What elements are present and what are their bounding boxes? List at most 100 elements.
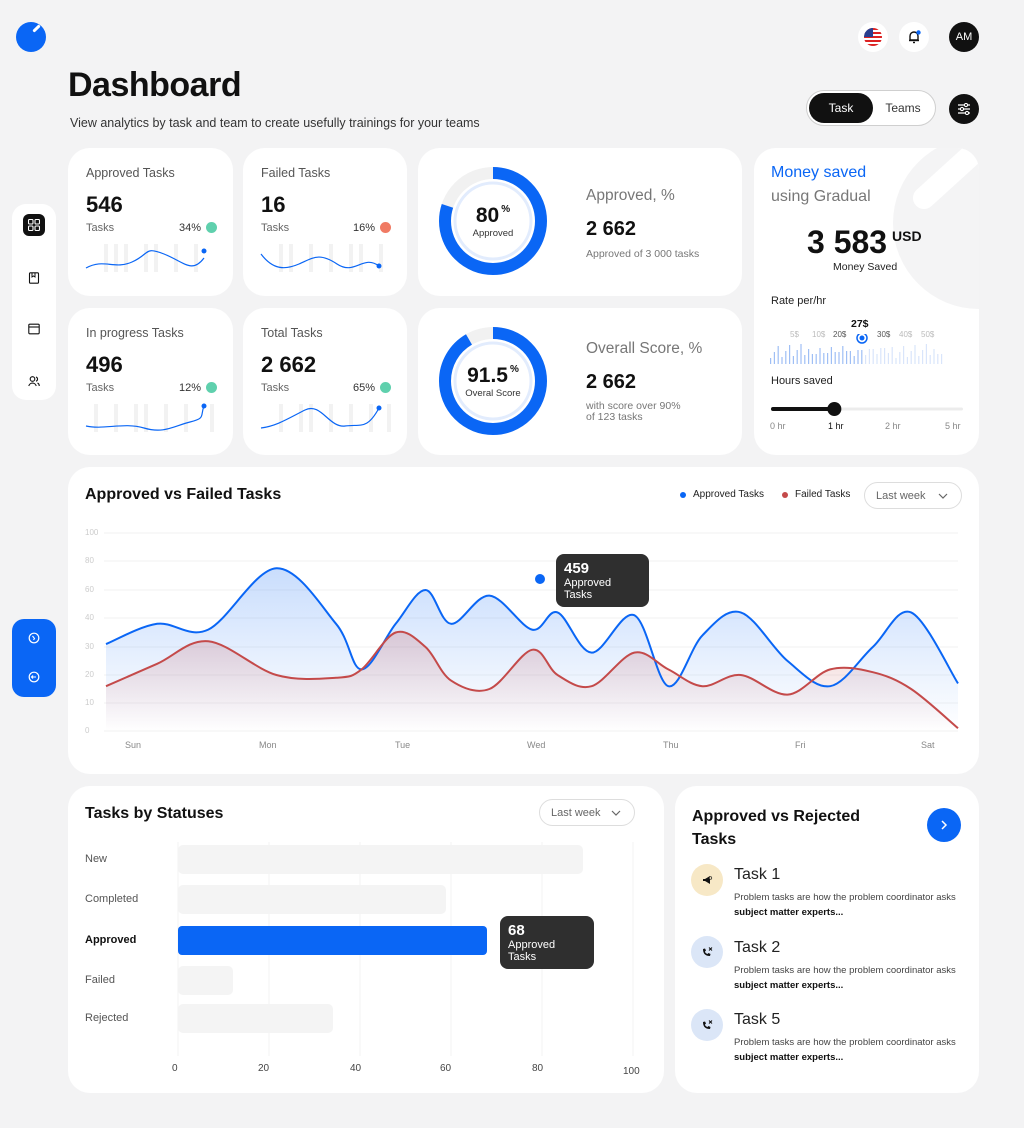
logout-button[interactable] xyxy=(23,666,45,688)
rate-bar xyxy=(770,358,772,364)
rate-bar xyxy=(842,346,844,364)
megaphone-icon xyxy=(691,864,723,896)
period-dropdown[interactable]: Last week xyxy=(539,799,635,826)
legend-approved[interactable]: Approved Tasks xyxy=(680,489,764,500)
grid-icon xyxy=(28,219,40,231)
period-dropdown[interactable]: Last week xyxy=(864,482,962,509)
chevron-down-icon xyxy=(938,493,948,499)
nav-calendar[interactable] xyxy=(23,318,45,340)
bell-icon xyxy=(909,30,921,44)
sparkline-total xyxy=(260,404,391,432)
hour-tick: 2 hr xyxy=(885,421,901,431)
card-big-value: 2 662 xyxy=(586,218,637,240)
stat-percent: 34% xyxy=(178,222,201,234)
tasks-by-statuses-card: Tasks by Statuses Last week New Completed… xyxy=(68,786,664,1093)
money-subtitle: using Gradual xyxy=(771,188,871,205)
language-flag-button[interactable] xyxy=(858,22,888,52)
y-tick: 80 xyxy=(85,556,94,565)
stat-card-approved: Approved Tasks 546 Tasks 34% xyxy=(68,148,233,296)
rate-bar xyxy=(880,348,882,364)
task-name[interactable]: Task 5 xyxy=(734,1011,781,1028)
stat-value: 496 xyxy=(86,352,123,377)
rate-slider[interactable] xyxy=(768,334,948,368)
task-description: Problem tasks are how the problem coordi… xyxy=(734,965,956,991)
view-toggle: Task Teams xyxy=(806,90,936,126)
avatar[interactable]: AM xyxy=(949,22,979,52)
notifications-button[interactable] xyxy=(899,22,929,52)
status-bar-failed[interactable] xyxy=(178,966,233,995)
stat-label: Total Tasks xyxy=(261,326,323,340)
y-tick: 10 xyxy=(85,698,94,707)
money-saved-card: Money saved using Gradual 3 583 USD Mone… xyxy=(754,148,979,455)
tooltip-label: Approved Tasks xyxy=(564,577,612,601)
dropdown-value: Last week xyxy=(551,806,601,819)
rate-bar xyxy=(792,356,794,364)
card-heading: Approved, % xyxy=(586,187,675,204)
hours-slider[interactable] xyxy=(771,402,963,416)
y-tick: 30 xyxy=(85,642,94,651)
tooltip-label: Approved Tasks xyxy=(508,939,556,963)
task-description: Problem tasks are how the problem coordi… xyxy=(734,1037,956,1063)
window-icon xyxy=(28,323,40,335)
stat-card-in-progress: In progress Tasks 496 Tasks 12% xyxy=(68,308,233,455)
rate-bar xyxy=(876,354,878,364)
hour-tick: 1 hr xyxy=(828,421,844,431)
trend-up-icon xyxy=(206,382,217,393)
status-bar-rejected[interactable] xyxy=(178,1004,333,1033)
rate-bar xyxy=(925,344,927,364)
legend-dot xyxy=(782,491,788,498)
filter-button[interactable] xyxy=(949,94,979,124)
support-button[interactable] xyxy=(23,627,45,649)
legend-failed[interactable]: Failed Tasks xyxy=(782,489,850,500)
hour-tick: 0 hr xyxy=(770,421,786,431)
status-bar-approved[interactable] xyxy=(178,926,488,955)
rate-bar xyxy=(823,353,825,364)
status-bar-new[interactable] xyxy=(178,845,583,874)
donut-label: Overal Score xyxy=(465,388,521,399)
y-tick: 60 xyxy=(85,585,94,594)
stat-unit: Tasks xyxy=(261,222,290,234)
tooltip-value: 459 xyxy=(564,560,590,577)
card-note: with score over 90% xyxy=(586,400,681,412)
toggle-task[interactable]: Task xyxy=(809,93,873,123)
rate-selected-value: 27$ xyxy=(851,318,869,330)
hours-slider-handle[interactable] xyxy=(827,402,842,416)
task-name[interactable]: Task 2 xyxy=(734,939,781,956)
card-note: Approved of 3 000 tasks xyxy=(586,248,700,260)
nav-bookmarks[interactable] xyxy=(23,267,45,289)
app-logo[interactable] xyxy=(16,22,46,52)
trend-up-icon xyxy=(206,222,217,233)
next-button[interactable] xyxy=(927,808,961,842)
page-title: Dashboard xyxy=(68,66,242,104)
hovered-point[interactable] xyxy=(533,572,547,586)
rate-bar xyxy=(903,346,905,364)
nav-users[interactable] xyxy=(23,370,45,392)
rate-bar xyxy=(857,350,859,364)
legend-label: Failed Tasks xyxy=(795,489,851,500)
rate-bar xyxy=(887,353,889,364)
donut-label: Approved xyxy=(472,228,514,239)
status-label: New xyxy=(85,853,108,865)
decorative-logo-watermark xyxy=(893,148,979,309)
rate-bar xyxy=(834,352,836,364)
page-subtitle: View analytics by task and team to creat… xyxy=(70,116,480,130)
x-tick: 80 xyxy=(532,1063,544,1074)
rate-bar xyxy=(789,345,791,364)
hour-tick: 5 hr xyxy=(945,421,961,431)
x-tick: Sat xyxy=(921,740,935,750)
chevron-down-icon xyxy=(611,810,621,816)
rate-bar xyxy=(849,351,851,364)
task-name[interactable]: Task 1 xyxy=(734,866,781,883)
money-value: 3 583 xyxy=(807,224,888,260)
toggle-teams[interactable]: Teams xyxy=(885,101,921,115)
dropdown-value: Last week xyxy=(876,489,926,502)
nav-dashboard[interactable] xyxy=(23,214,45,236)
x-tick: Fri xyxy=(795,740,806,750)
rate-bar xyxy=(933,349,935,364)
status-bar-completed[interactable] xyxy=(178,885,447,914)
chart-title: Approved vs Failed Tasks xyxy=(85,486,282,503)
rate-bar xyxy=(811,354,813,364)
stat-card-failed: Failed Tasks 16 Tasks 16% xyxy=(243,148,407,296)
stat-value: 2 662 xyxy=(261,352,317,377)
stat-value: 16 xyxy=(261,192,286,217)
